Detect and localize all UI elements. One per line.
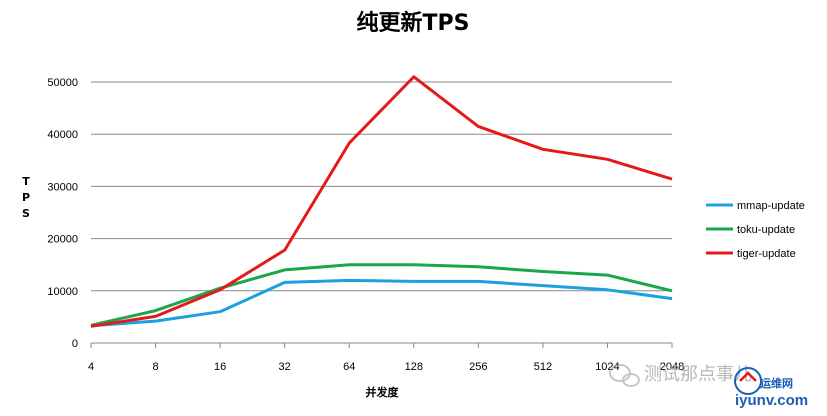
x-axis-title: 并发度 [366,385,400,399]
x-tick-label: 8 [152,361,158,373]
series-lines [90,75,673,328]
legend: mmap-update toku-update tiger-update [706,200,805,260]
wechat-icon [609,364,640,387]
x-tick-label: 2048 [660,361,684,373]
watermark-site-cn: 运维网 [760,376,793,390]
series-line-tiger-update [90,75,673,328]
gridlines [91,81,672,292]
x-axis-ticks: 4 8 16 32 64 128 256 512 1024 2048 [88,343,684,373]
watermark-site: iyunv.com [735,392,808,409]
x-tick-label: 1024 [595,361,619,373]
legend-label: tiger-update [737,248,796,260]
series-line-toku-update [90,263,673,327]
site-logo-icon [734,367,762,395]
watermark-text: 测试那点事儿 [644,364,752,385]
legend-label: mmap-update [737,200,805,212]
watermark: 测试那点事儿 运维网 iyunv.com [609,364,808,409]
legend-label: toku-update [737,224,795,236]
x-tick-label: 64 [343,361,355,373]
y-tick-label: 10000 [47,286,78,298]
x-tick-label: 256 [469,361,487,373]
y-tick-label: 0 [72,338,78,350]
y-tick-label: 20000 [47,234,78,246]
chart-title: 纯更新TPS [357,10,470,36]
x-tick-label: 16 [214,361,226,373]
series-line-mmap-update [90,278,673,328]
x-tick-label: 4 [88,361,94,373]
x-tick-label: 128 [405,361,423,373]
y-axis-ticks: 0 10000 20000 30000 40000 50000 [47,77,78,350]
x-tick-label: 512 [534,361,552,373]
y-tick-label: 50000 [47,77,78,89]
y-tick-label: 40000 [47,129,78,141]
x-tick-label: 32 [279,361,291,373]
y-tick-label: 30000 [47,181,78,193]
